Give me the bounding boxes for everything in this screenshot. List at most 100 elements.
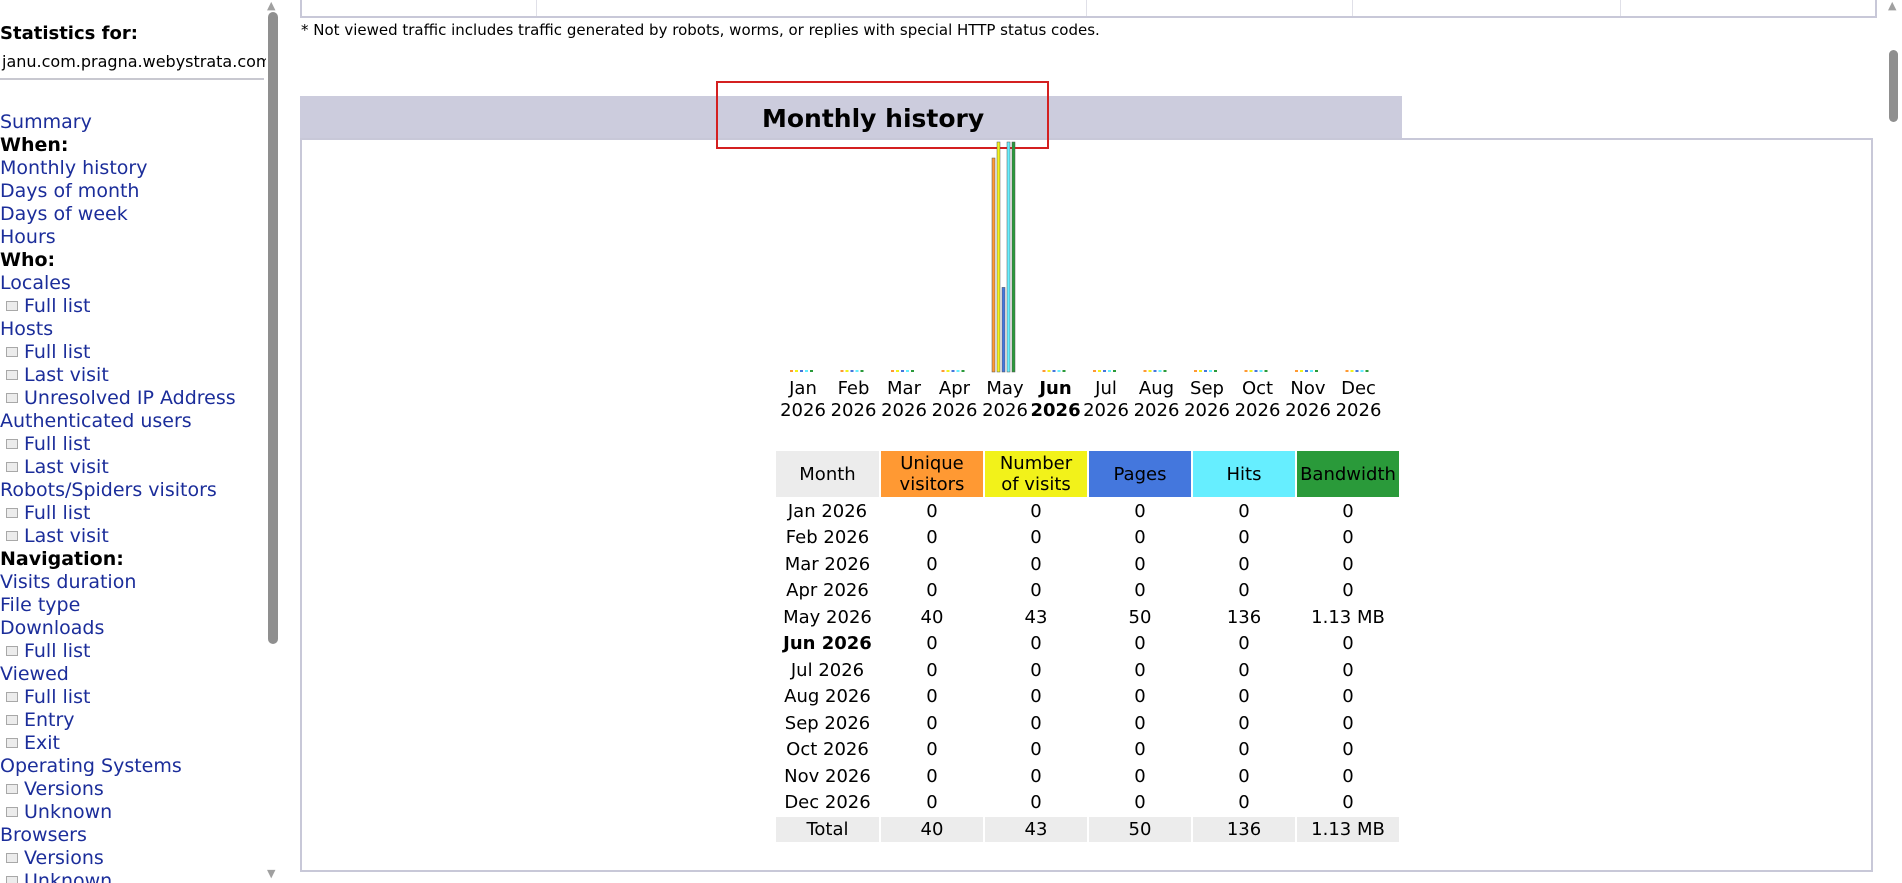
bar-unique-visitors-oct-2026 [1244, 370, 1248, 372]
bar-number-of-visits-oct-2026 [1249, 370, 1253, 372]
month-cell: Aug 2026 [784, 686, 871, 708]
sidebar-item-versions[interactable]: Versions [0, 778, 268, 801]
hits-cell: 0 [1238, 739, 1250, 761]
sidebar-item-last-visit[interactable]: Last visit [0, 525, 268, 548]
sidebar-item-entry[interactable]: Entry [0, 709, 268, 732]
sidebar-item-days-of-week[interactable]: Days of week [0, 203, 268, 226]
bar-number-of-visits-jan-2026 [795, 370, 798, 372]
sidebar-item-label: Versions [24, 847, 104, 869]
bandwidth-cell: 1.13 MB [1311, 606, 1385, 628]
page-scrollbar-thumb[interactable] [1889, 50, 1898, 122]
sidebar-item-label: Full list [24, 502, 91, 524]
sidebar-item-hosts[interactable]: Hosts [0, 318, 268, 341]
bandwidth-cell: 0 [1342, 553, 1354, 575]
sidebar-item-full-list[interactable]: Full list [0, 640, 268, 663]
sidebar-item-label: Downloads [0, 617, 105, 639]
x-tick-label: Dec 2026 [1334, 378, 1384, 422]
bar-bandwidth-mb-jan-2026 [810, 370, 813, 372]
main-content: * Not viewed traffic includes traffic ge… [283, 0, 1883, 883]
sidebar-item-summary[interactable]: Summary [0, 111, 268, 134]
sidebar-scrollbar-thumb[interactable] [268, 12, 278, 644]
scroll-down-arrow-icon[interactable]: ▼ [267, 867, 276, 880]
scroll-up-arrow-icon[interactable]: ▲ [1888, 0, 1897, 12]
scroll-up-arrow-icon[interactable]: ▲ [267, 0, 276, 12]
sidebar-item-exit[interactable]: Exit [0, 732, 268, 755]
bar-number-of-visits-jun-2026 [1047, 370, 1051, 372]
previous-table-bottom [300, 0, 1877, 18]
sidebar-item-label: Visits duration [0, 571, 137, 593]
bar-bandwidth-mb-aug-2026 [1163, 370, 1167, 372]
sidebar-item-robots-spiders-visitors[interactable]: Robots/Spiders visitors [0, 479, 268, 502]
sidebar-item-monthly-history[interactable]: Monthly history [0, 157, 268, 180]
sidebar-item-label: Last visit [24, 456, 109, 478]
sidebar-item-operating-systems[interactable]: Operating Systems [0, 755, 268, 778]
month-cell: Jun 2026 [783, 633, 872, 655]
total-row: Total 40 43 50 136 1.13 MB [776, 817, 1399, 842]
list-bullet-icon [6, 369, 18, 380]
bandwidth-cell: 0 [1342, 792, 1354, 814]
sidebar-item-visits-duration[interactable]: Visits duration [0, 571, 268, 594]
sidebar-item-full-list[interactable]: Full list [0, 502, 268, 525]
table-row: Jun 2026 0 0 0 0 0 [776, 632, 1399, 657]
sidebar-scrollbar[interactable]: ▲ ▼ [266, 0, 280, 883]
sidebar-item-label: Navigation: [0, 548, 124, 570]
sidebar-item-label: Days of week [0, 203, 128, 225]
x-tick-label: Aug 2026 [1132, 378, 1182, 422]
bar-bandwidth-mb-sep-2026 [1214, 370, 1217, 372]
not-viewed-traffic-footnote: * Not viewed traffic includes traffic ge… [301, 21, 1100, 39]
monthly-history-table: Month Unique visitors Number of visits Pag… [774, 449, 1401, 844]
sidebar-item-hours[interactable]: Hours [0, 226, 268, 249]
sidebar-item-last-visit[interactable]: Last visit [0, 456, 268, 479]
month-cell: Feb 2026 [785, 527, 870, 549]
table-column-divider [1620, 0, 1621, 16]
bar-pages-may-2026 [1001, 287, 1006, 373]
bar-number-of-visits-apr-2026 [946, 370, 950, 372]
hits-cell: 0 [1238, 500, 1250, 522]
bandwidth-cell: 0 [1342, 686, 1354, 708]
page-scrollbar[interactable]: ▲ [1885, 0, 1902, 883]
bar-pages-mar-2026 [901, 370, 904, 372]
bar-bandwidth-mb-feb-2026 [860, 370, 864, 372]
visits-cell: 0 [1030, 633, 1042, 655]
sidebar-item-browsers[interactable]: Browsers [0, 824, 268, 847]
list-bullet-icon [6, 737, 18, 748]
sidebar-item-full-list[interactable]: Full list [0, 433, 268, 456]
tick-year: 2026 [1030, 400, 1081, 421]
pages-cell: 0 [1134, 659, 1146, 681]
tick-month: Nov [1290, 378, 1326, 399]
sidebar-item-days-of-month[interactable]: Days of month [0, 180, 268, 203]
table-row: Jan 2026 0 0 0 0 0 [776, 499, 1399, 524]
sidebar-item-file-type[interactable]: File type [0, 594, 268, 617]
tick-month: Apr [938, 378, 971, 399]
sidebar-item-full-list[interactable]: Full list [0, 341, 268, 364]
x-tick-label: Feb 2026 [829, 378, 879, 422]
bar-bandwidth-mb-may-2026 [1011, 141, 1016, 373]
sidebar-item-viewed[interactable]: Viewed [0, 663, 268, 686]
bar-number-of-visits-nov-2026 [1300, 370, 1303, 372]
list-bullet-icon [6, 346, 18, 357]
sidebar-item-full-list[interactable]: Full list [0, 686, 268, 709]
sidebar-item-downloads[interactable]: Downloads [0, 617, 268, 640]
sidebar-item-locales[interactable]: Locales [0, 272, 268, 295]
sidebar-item-full-list[interactable]: Full list [0, 295, 268, 318]
bar-bandwidth-mb-jul-2026 [1113, 370, 1116, 372]
tick-month: Jul [1095, 378, 1117, 399]
unique-visitors-cell: 0 [926, 580, 938, 602]
sidebar-item-label: Unknown [24, 801, 113, 823]
sidebar-item-last-visit[interactable]: Last visit [0, 364, 268, 387]
x-tick-label: Mar 2026 [879, 378, 929, 422]
tick-year: 2026 [881, 400, 927, 421]
tick-month: Feb [837, 378, 870, 399]
sidebar-item-unresolved-ip-address[interactable]: Unresolved IP Address [0, 387, 268, 410]
sidebar-item-unknown[interactable]: Unknown [0, 801, 268, 824]
sidebar-item-authenticated-users[interactable]: Authenticated users [0, 410, 268, 433]
sidebar-item-unknown[interactable]: Unknown [0, 870, 268, 883]
bar-hits-apr-2026 [956, 370, 960, 372]
sidebar-item-label: Who: [0, 249, 56, 271]
visits-cell: 0 [1030, 500, 1042, 522]
tick-year: 2026 [780, 400, 826, 421]
bar-unique-visitors-jun-2026 [1042, 370, 1046, 372]
bar-pages-dec-2026 [1355, 370, 1359, 372]
pages-cell: 0 [1134, 686, 1146, 708]
sidebar-item-versions[interactable]: Versions [0, 847, 268, 870]
